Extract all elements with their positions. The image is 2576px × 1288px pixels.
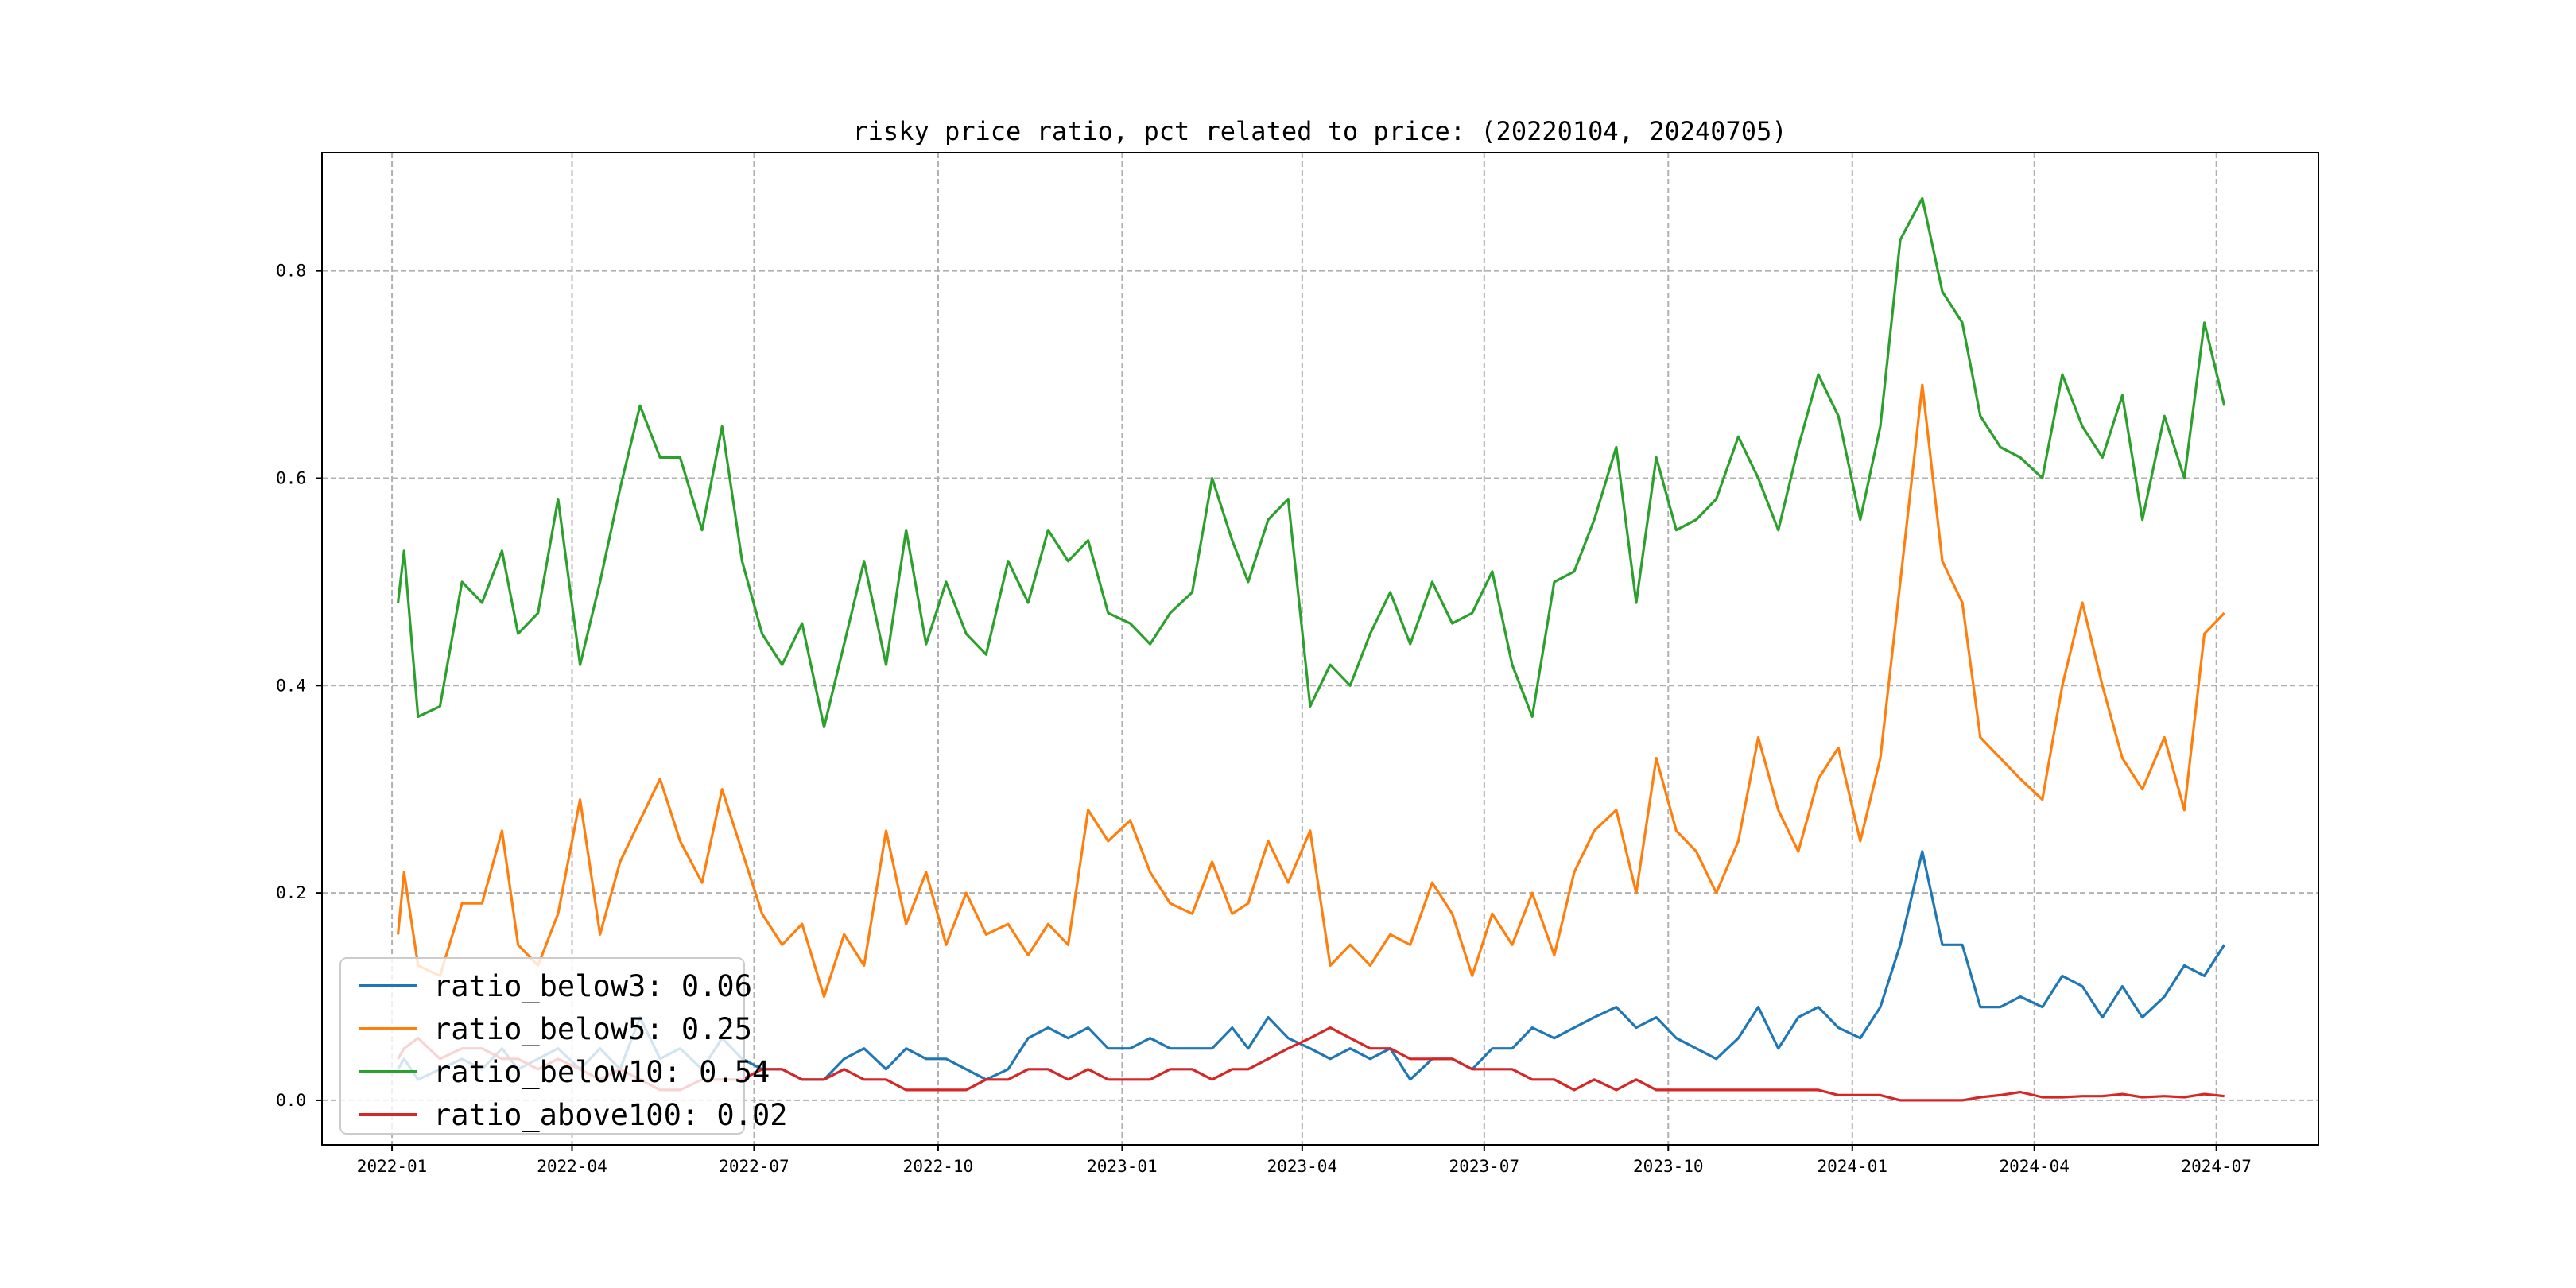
x-tick-label: 2023-04 [1267,1157,1338,1176]
y-axis: 0.0 0.2 0.4 0.6 0.8 [276,262,322,1110]
legend-label: ratio_below5: 0.25 [433,1012,752,1047]
x-tick-label: 2022-04 [537,1157,607,1176]
legend: ratio_below3: 0.06 ratio_below5: 0.25 rati… [339,957,788,1135]
x-tick-label: 2023-07 [1449,1157,1520,1176]
x-tick-label: 2022-01 [357,1157,428,1176]
x-tick-label: 2022-07 [719,1157,789,1176]
x-axis: 2022-01 2022-04 2022-07 2022-10 2023-01 2023-… [357,1145,2252,1176]
y-tick-label: 0.0 [276,1091,306,1110]
chart-title: risky price ratio, pct related to price:… [852,116,1787,146]
series-line-ratio-below10 [397,196,2226,729]
legend-label: ratio_below3: 0.06 [433,969,752,1004]
y-tick-label: 0.6 [276,468,306,487]
x-tick-label: 2024-01 [1818,1157,1888,1176]
x-tick-label: 2022-10 [903,1157,974,1176]
series-line-ratio-below5 [397,383,2225,999]
x-tick-label: 2024-04 [1999,1157,2070,1176]
legend-label: ratio_above100: 0.02 [433,1098,788,1133]
y-tick-label: 0.2 [276,883,306,902]
x-tick-label: 2023-01 [1087,1157,1158,1176]
y-tick-label: 0.4 [276,676,306,695]
legend-box [339,957,745,1135]
plot-frame [321,152,2319,1146]
x-tick-label: 2023-10 [1633,1157,1704,1176]
legend-label: ratio_below10: 0.54 [433,1055,770,1090]
y-tick-label: 0.8 [276,262,306,281]
x-tick-label: 2024-07 [2181,1157,2252,1176]
